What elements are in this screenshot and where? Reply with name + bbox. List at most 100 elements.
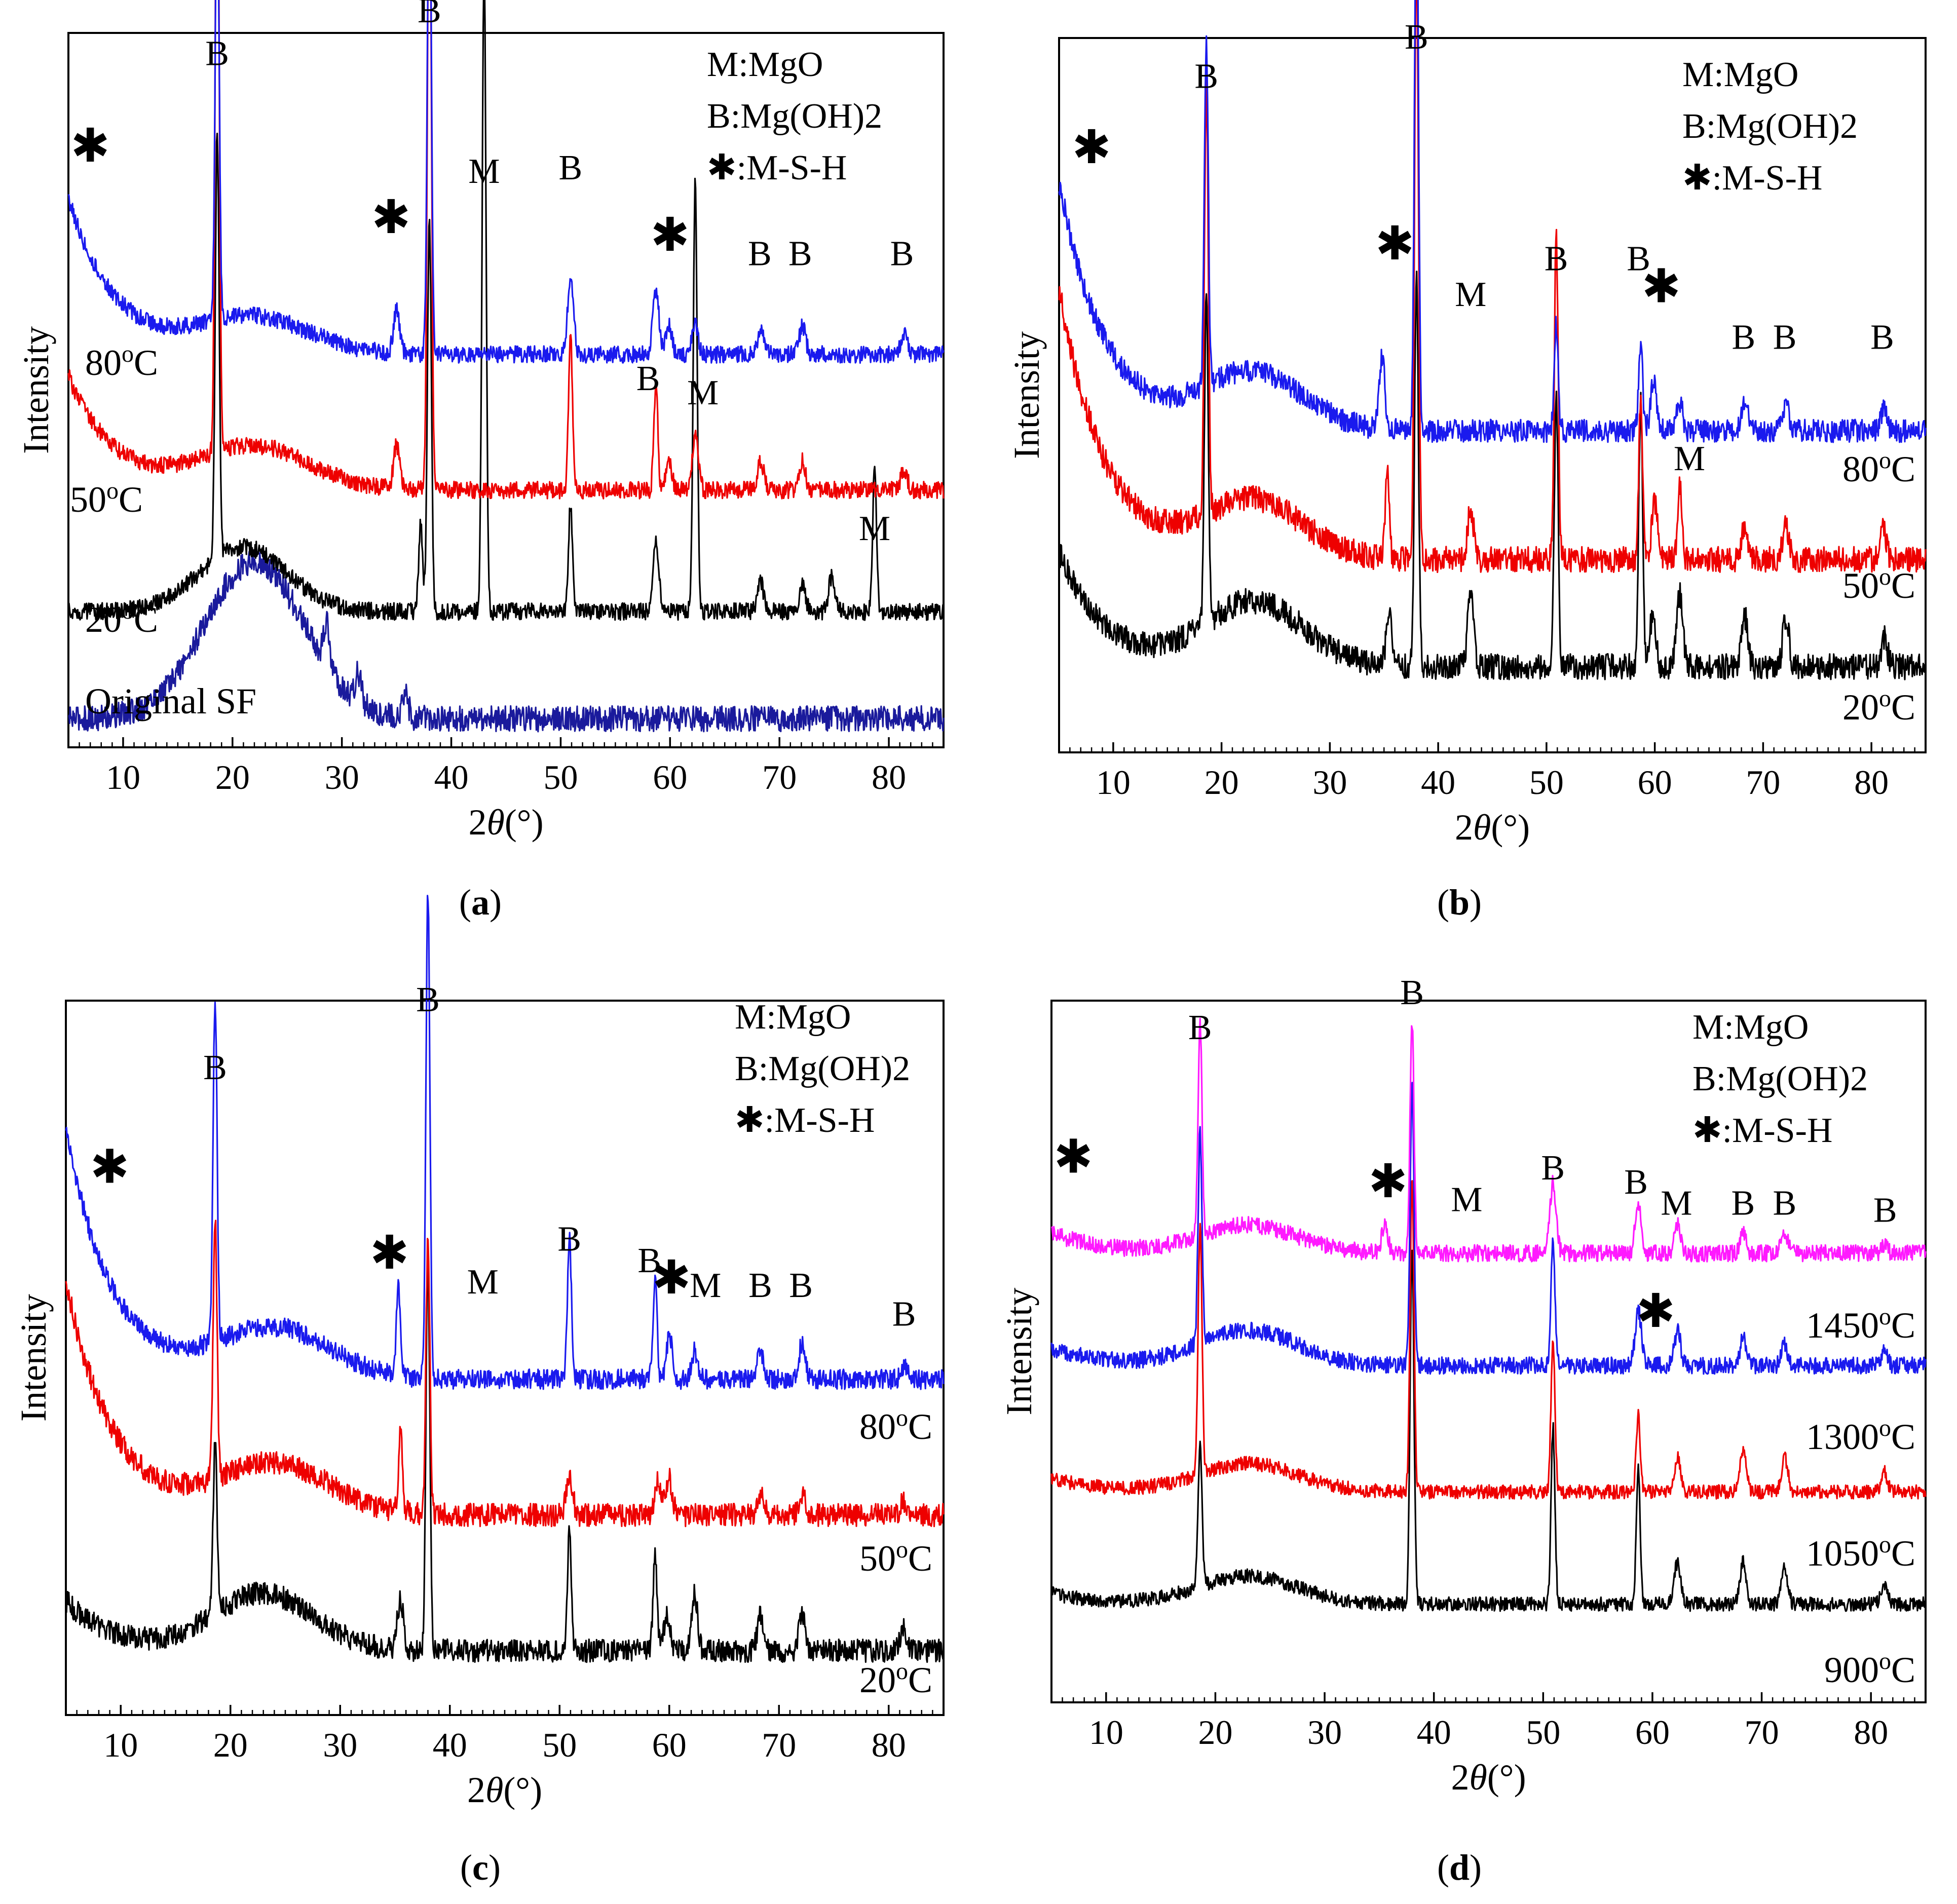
phase-marker: M [859,509,890,548]
phase-marker: B [748,1266,772,1305]
phase-marker: B [892,1295,916,1334]
series-label-main: Original SF [85,681,256,721]
x-tick-label: 20 [215,758,250,796]
phase-marker: B [1732,1184,1755,1223]
x-axis-label: 2θ(°) [1455,807,1530,848]
x-tick-label: 10 [1089,1713,1123,1751]
phase-marker: B [1545,239,1568,278]
x-tick-label: 70 [762,1726,796,1764]
series-label: 1050oC [1806,1531,1915,1574]
series-label-sup: o [1879,447,1891,474]
xrd-series-line [1058,0,1927,573]
phase-marker: B [1732,318,1756,357]
phase-marker: M [1674,439,1705,478]
x-axis-label-unit: (°) [503,1770,542,1810]
series-label-tail: C [1891,1417,1915,1457]
x-tick-label: 80 [872,758,906,796]
series-label: 50oC [859,1536,932,1579]
panel-label-close: ) [1470,1847,1482,1888]
series-label-sup: o [1879,563,1891,590]
xrd-series-line [1058,271,1927,680]
series-label-sup: o [896,1536,908,1563]
xrd-series-line [68,549,945,733]
x-tick-label: 20 [213,1726,248,1764]
x-tick-label: 30 [1307,1713,1342,1751]
series-label-sup: o [1879,1415,1891,1441]
series-label-main: 20 [85,599,122,640]
legend-entry: ✱:M-S-H [707,148,847,187]
series-label-sup: o [896,1658,908,1685]
series-label: 900oC [1824,1648,1915,1690]
x-axis-label-var: θ [1473,807,1491,848]
y-axis-label: Intensity [999,1288,1039,1416]
x-axis-label-unit: (°) [505,802,544,843]
x-tick-label: 80 [1854,763,1889,802]
series-label-sup: o [122,597,134,624]
x-tick-label: 80 [1854,1713,1888,1751]
xrd-series-line [1050,1082,1927,1375]
phase-marker: B [1194,57,1218,96]
phase-marker: B [557,1220,581,1259]
legend-entry: ✱:M-S-H [735,1101,875,1140]
x-tick-label: 10 [1096,763,1131,802]
mgs-marker: ✱ [371,192,410,243]
x-tick-label: 30 [325,758,359,796]
xrd-series-line [67,0,945,364]
series-label-tail: C [1891,1305,1915,1346]
x-tick-label: 10 [106,758,140,796]
x-tick-label: 40 [1421,763,1455,802]
series-label-sup: o [1879,1531,1891,1558]
x-axis-label-prefix: 2 [1451,1757,1469,1798]
panel-label-letter: b [1449,882,1470,923]
mgs-marker: ✱ [1375,218,1414,270]
x-axis-label-unit: (°) [1487,1757,1526,1798]
series-label: 80oC [85,340,158,383]
series-label-tail: C [908,1538,932,1579]
mgs-marker: ✱ [90,1141,129,1193]
legend-entry: M:MgO [1692,1008,1809,1047]
x-tick-label: 60 [652,1726,687,1764]
legend-entry: ✱:M-S-H [1692,1111,1832,1150]
x-axis-label-unit: (°) [1491,807,1530,848]
mgs-marker: ✱ [1072,122,1111,173]
series-label-tail: C [1891,1650,1915,1690]
panel-label-letter: c [472,1847,488,1888]
x-axis-label: 2θ(°) [467,1770,542,1810]
panel-label-close: ) [488,1847,501,1888]
xrd-series-line [65,1255,945,1663]
series-label: 50oC [70,477,143,520]
y-axis-label: Intensity [13,1294,54,1422]
series-label-tail: C [134,599,158,640]
legend-entry: B:Mg(OH)2 [1682,107,1858,146]
legend-entry: ✱:M-S-H [1682,159,1822,198]
series-label: 80oC [1842,447,1915,489]
series-label-tail: C [1891,1533,1915,1574]
series-label-tail: C [134,342,158,383]
x-tick-label: 60 [1635,1713,1670,1751]
legend-entry: B:Mg(OH)2 [1692,1059,1868,1098]
panel-label-close: ) [490,882,502,923]
panel-label: (a) [459,882,502,923]
xrd-series-line [1058,0,1927,443]
panel-label-letter: a [471,882,490,923]
series-label-tail: C [1891,565,1915,606]
x-tick-label: 30 [1312,763,1347,802]
x-axis-label: 2θ(°) [1451,1757,1526,1798]
phase-marker: B [789,1266,813,1305]
phase-marker: B [559,148,583,187]
x-tick-label: 60 [1638,763,1672,802]
xrd-series-line [65,895,945,1390]
series-label-main: 1450 [1806,1305,1879,1346]
legend-entry: B:Mg(OH)2 [707,97,882,136]
phase-marker: M [1451,1181,1482,1220]
phase-marker: B [418,0,441,30]
panel-label-open: ( [1437,882,1449,923]
series-label-sup: o [1879,685,1891,712]
y-axis-label: Intensity [1006,331,1047,459]
x-axis-label-prefix: 2 [467,1770,485,1810]
phase-marker: M [468,152,500,191]
series-label: 20oC [1842,685,1915,728]
series-label-main: 1050 [1806,1533,1879,1574]
